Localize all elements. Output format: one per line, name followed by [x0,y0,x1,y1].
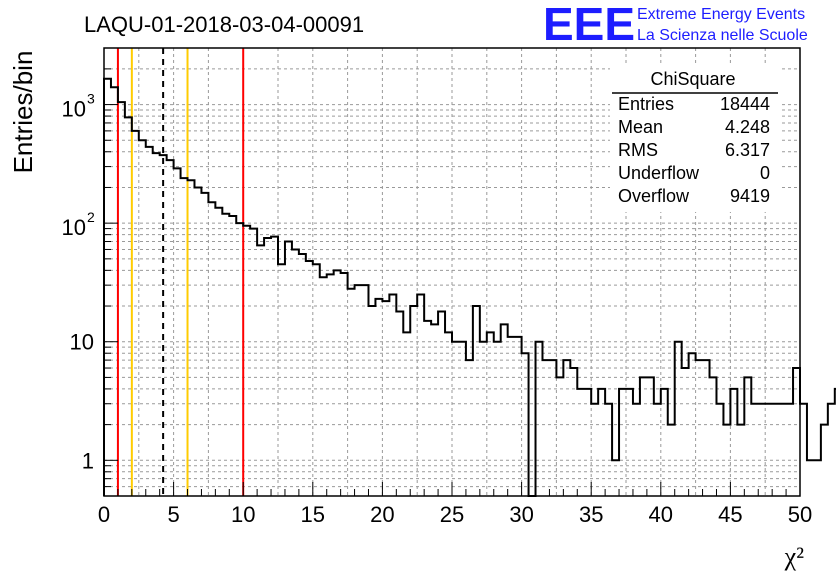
y-tick-label: 10 [70,330,94,355]
stats-box: ChiSquare Entries 18444 Mean 4.248 RMS 6.317 U… [610,64,780,212]
stats-value: 0 [760,163,770,183]
x-tick-label: 5 [167,502,179,527]
x-tick-label: 30 [509,502,533,527]
stats-label: Overflow [618,186,690,206]
y-tick-exponent: 2 [87,209,95,225]
stats-label: Mean [618,117,663,137]
logo-mark: EEE [543,0,635,50]
y-tick-exponent: 3 [87,91,95,107]
y-tick-label: 10 [62,215,86,240]
stats-label: Underflow [618,163,700,183]
x-tick-label: 50 [788,502,812,527]
y-axis-label: Entries/bin [8,51,38,174]
x-tick-label: 25 [440,502,464,527]
stats-value: 6.317 [725,140,770,160]
stats-rows: Entries 18444 Mean 4.248 RMS 6.317 Underflow 0 O… [618,94,770,206]
y-tick-label: 10 [62,97,86,122]
reference-lines [116,48,245,496]
stats-title: ChiSquare [650,69,735,89]
stats-value: 9419 [730,186,770,206]
x-tick-label: 35 [579,502,603,527]
stats-label: RMS [618,140,658,160]
x-tick-label: 15 [301,502,325,527]
x-tick-label: 40 [649,502,673,527]
stats-label: Entries [618,94,674,114]
logo-line-2: La Scienza nelle Scuole [637,27,808,44]
stats-value: 4.248 [725,117,770,137]
x-tick-label: 20 [370,502,394,527]
y-tick-label: 1 [82,448,94,473]
histogram-series [103,77,836,497]
chart-title: LAQU-01-2018-03-04-00091 [84,12,364,37]
stats-value: 18444 [720,94,770,114]
x-axis-label: χ² [784,542,805,571]
grid [104,48,800,496]
x-tick-label: 0 [98,502,110,527]
x-tick-label: 45 [718,502,742,527]
x-tick-label: 10 [231,502,255,527]
logo-line-1: Extreme Energy Events [637,6,805,23]
eee-logo: EEE Extreme Energy Events La Scienza nel… [543,0,808,50]
